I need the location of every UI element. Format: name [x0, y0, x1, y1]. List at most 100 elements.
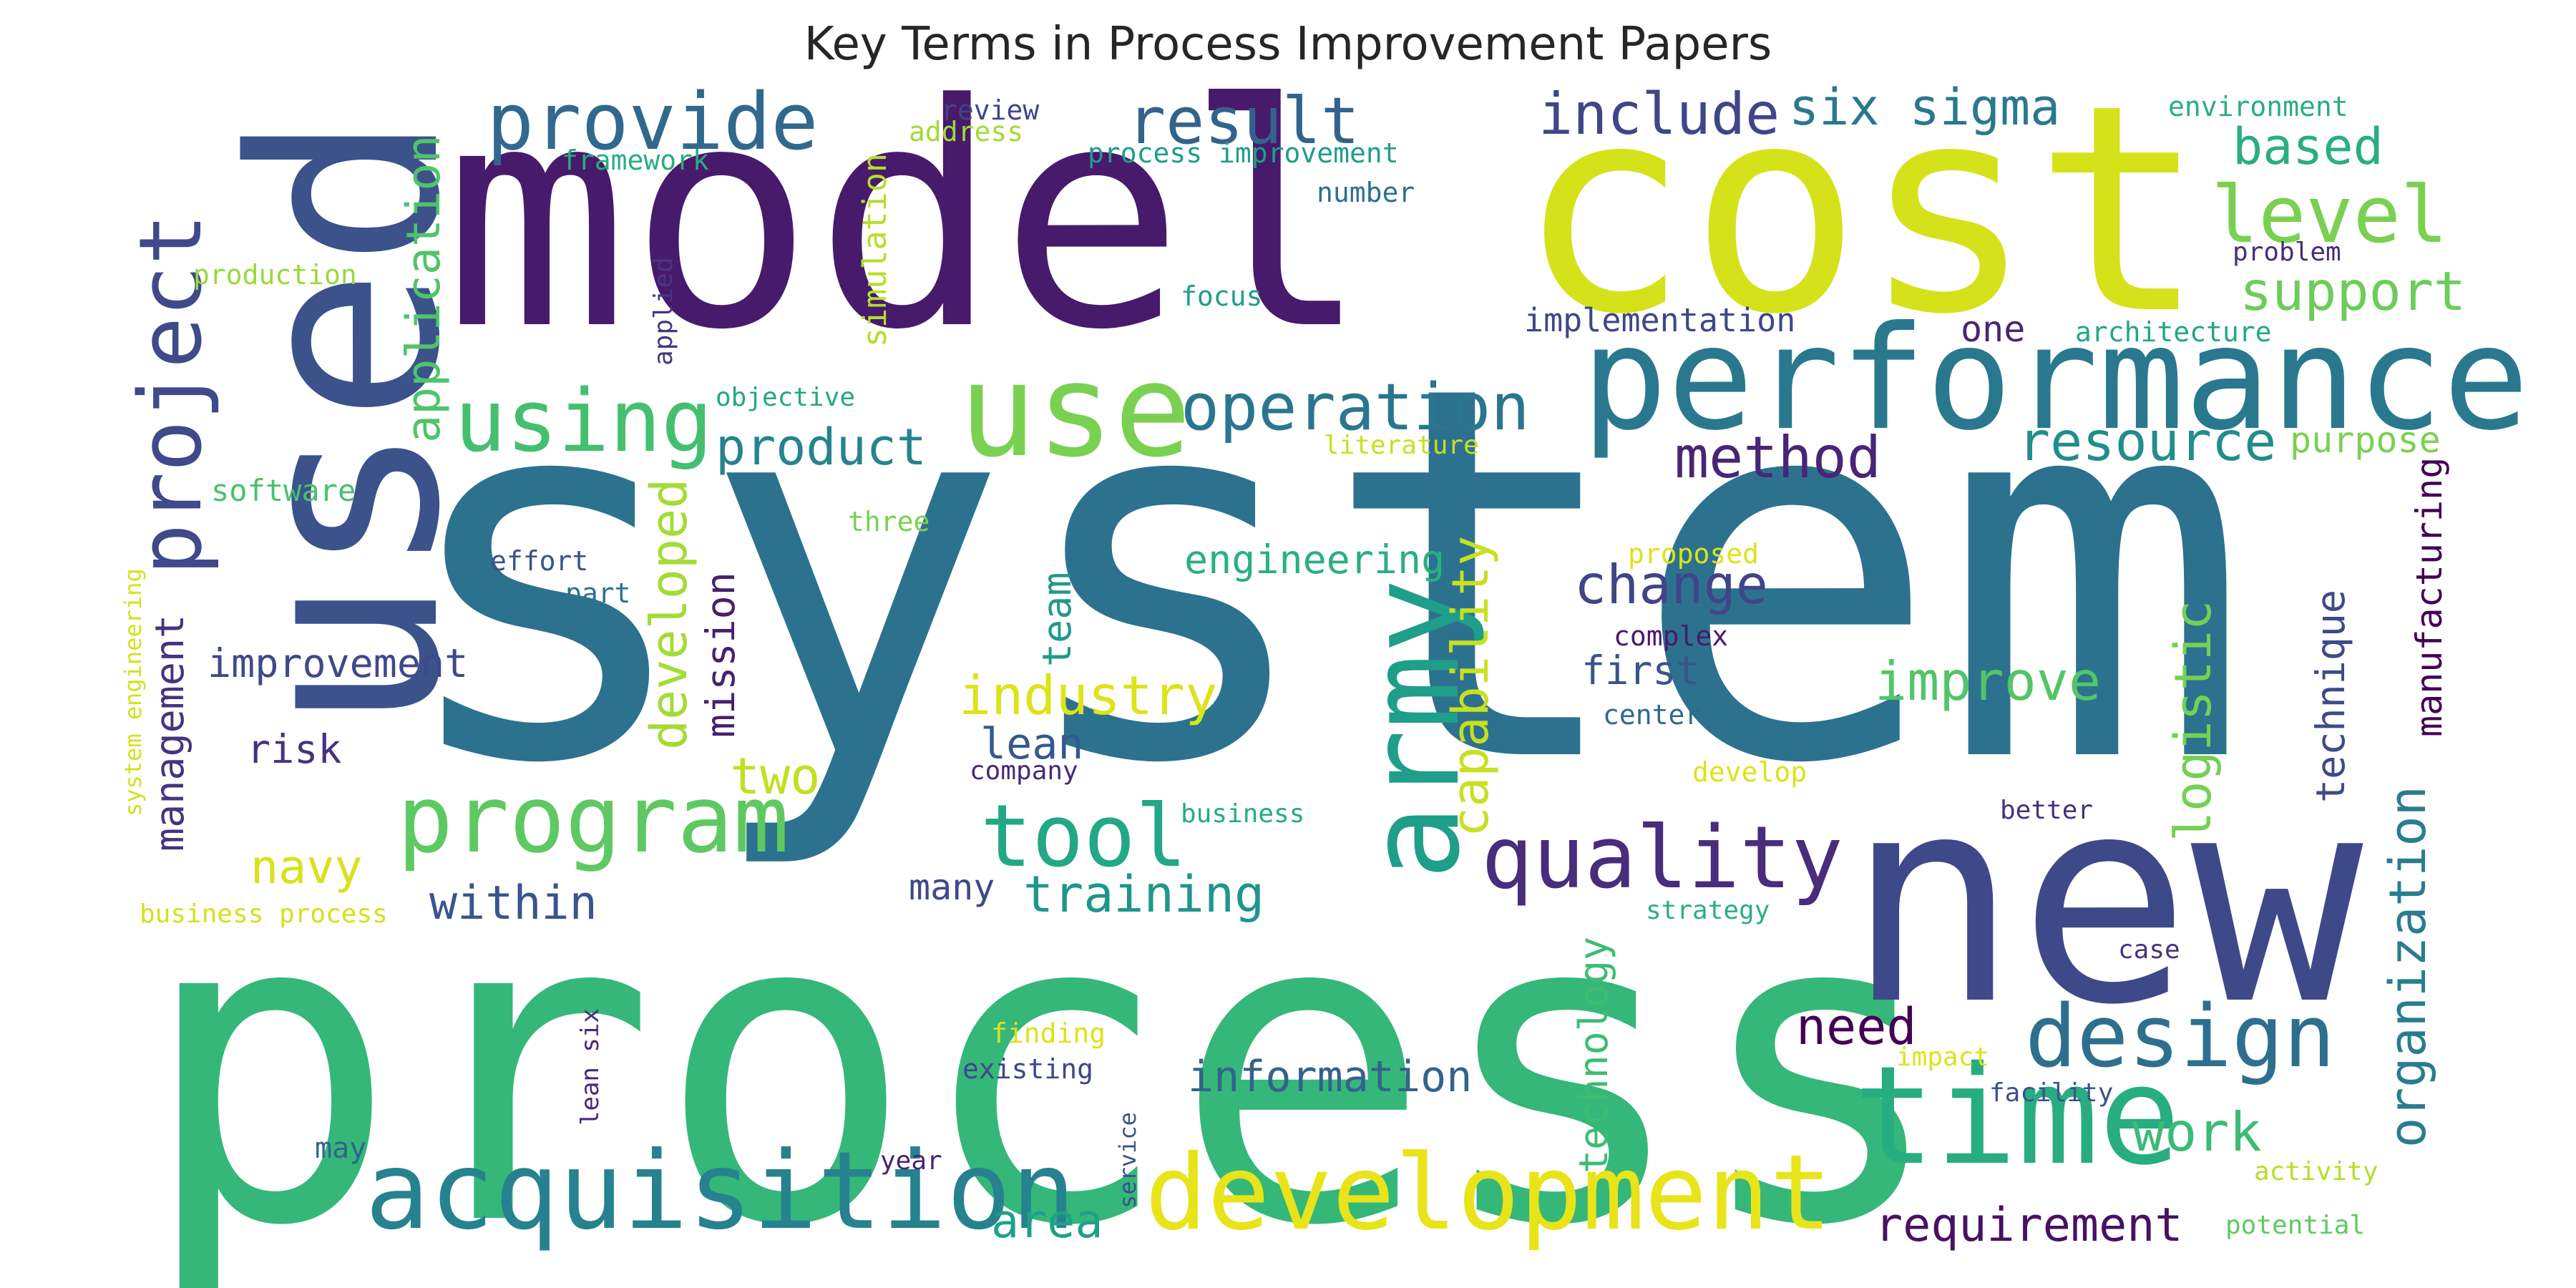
word-application: application — [397, 135, 451, 443]
word-better: better — [2000, 796, 2094, 825]
word-six-sigma: six sigma — [1789, 78, 2061, 137]
word-acquisition: acquisition — [365, 1129, 1076, 1254]
word-implementation: implementation — [1524, 301, 1796, 339]
word-existing: existing — [962, 1053, 1094, 1085]
word-literature: literature — [1324, 431, 1479, 460]
word-many: many — [909, 867, 995, 908]
word-year: year — [880, 1146, 942, 1176]
word-manufacturing: manufacturing — [2409, 457, 2450, 737]
word-impact: impact — [1896, 1043, 1990, 1072]
word-use: use — [959, 336, 1192, 486]
word-include: include — [1538, 81, 1780, 147]
word-developed: developed — [640, 478, 698, 750]
word-may: may — [315, 1132, 367, 1165]
word-technique: technique — [2308, 589, 2353, 803]
word-mission: mission — [698, 572, 743, 738]
word-within: within — [429, 877, 597, 930]
word-design: design — [2025, 987, 2336, 1087]
word-development: development — [1145, 1133, 1833, 1254]
word-area: area — [991, 1195, 1103, 1249]
word-number: number — [1317, 177, 1415, 208]
word-objective: objective — [716, 383, 856, 412]
word-risk: risk — [247, 726, 342, 772]
word-operation: operation — [1181, 370, 1530, 445]
word-business-process: business process — [140, 899, 388, 929]
word-environment: environment — [2168, 91, 2348, 122]
word-improve: improve — [1875, 650, 2102, 713]
word-lean-six: lean six — [576, 1008, 605, 1126]
word-problem: problem — [2233, 238, 2341, 267]
word-effort: effort — [490, 545, 589, 577]
word-develop: develop — [1692, 756, 1807, 788]
word-result: result — [1127, 84, 1360, 159]
word-capability: capability — [1441, 535, 1500, 837]
word-new: new — [1846, 735, 2363, 1068]
word-address: address — [909, 116, 1024, 147]
word-tool: tool — [980, 787, 1187, 887]
word-technology: technology — [1571, 936, 1616, 1174]
word-purpose: purpose — [2290, 419, 2441, 461]
word-company: company — [970, 756, 1078, 786]
word-production: production — [193, 259, 357, 291]
chart-title: Key Terms in Process Improvement Papers — [804, 18, 1772, 71]
word-program: program — [397, 765, 789, 874]
word-center: center — [1603, 699, 1702, 731]
word-finding: finding — [991, 1018, 1106, 1049]
word-engineering: engineering — [1184, 537, 1445, 582]
word-requirement: requirement — [1875, 1199, 2183, 1252]
word-work: work — [2132, 1101, 2262, 1163]
word-business: business — [1181, 799, 1305, 829]
word-organization: organization — [2379, 786, 2437, 1148]
word-facility: facility — [1989, 1078, 2114, 1108]
word-case: case — [2118, 935, 2180, 965]
word-focus: focus — [1181, 280, 1263, 312]
word-part: part — [565, 577, 631, 609]
word-based: based — [2233, 117, 2384, 176]
word-management: management — [147, 614, 192, 852]
word-team: team — [1034, 572, 1080, 667]
word-product: product — [716, 418, 927, 477]
word-support: support — [2240, 260, 2467, 323]
word-service: service — [1114, 1112, 1141, 1209]
word-proposed: proposed — [1628, 538, 1760, 570]
word-level: level — [2211, 169, 2449, 260]
word-time: time — [1853, 1037, 2181, 1195]
word-navy: navy — [250, 841, 363, 894]
word-complex: complex — [1614, 620, 1729, 652]
word-information: information — [1188, 1052, 1473, 1102]
word-model: model — [444, 39, 1370, 397]
word-applied: applied — [649, 257, 678, 366]
word-framework: framework — [562, 145, 709, 176]
word-quality: quality — [1481, 809, 1843, 908]
word-three: three — [848, 506, 930, 537]
word-first: first — [1581, 648, 1700, 693]
word-using: using — [454, 372, 713, 472]
word-improvement: improvement — [208, 640, 469, 686]
word-software: software — [211, 473, 356, 508]
word-process: process — [140, 819, 1949, 1288]
word-change: change — [1574, 553, 1768, 616]
word-activity: activity — [2254, 1157, 2379, 1186]
word-lean: lean — [980, 719, 1084, 769]
word-potential: potential — [2225, 1211, 2366, 1240]
word-system-engineering: system engineering — [119, 567, 147, 816]
word-one: one — [1961, 308, 2026, 350]
word-method: method — [1674, 424, 1881, 491]
word-need: need — [1796, 997, 1917, 1056]
word-provide: provide — [487, 76, 819, 167]
word-architecture: architecture — [2075, 316, 2272, 348]
word-cost: cost — [1517, 44, 2207, 377]
word-strategy: strategy — [1646, 896, 1770, 925]
word-industry: industry — [959, 664, 1218, 727]
word-performance: performance — [1581, 296, 2529, 462]
word-resource: resource — [2018, 410, 2277, 473]
word-review: review — [941, 94, 1040, 126]
word-process-improvement: process improvement — [1088, 137, 1399, 169]
word-system: system — [390, 276, 2251, 876]
word-training: training — [1023, 865, 1265, 924]
word-logistic: logistic — [2164, 600, 2223, 841]
word-two: two — [730, 747, 821, 806]
word-simulation: simulation — [856, 153, 894, 347]
